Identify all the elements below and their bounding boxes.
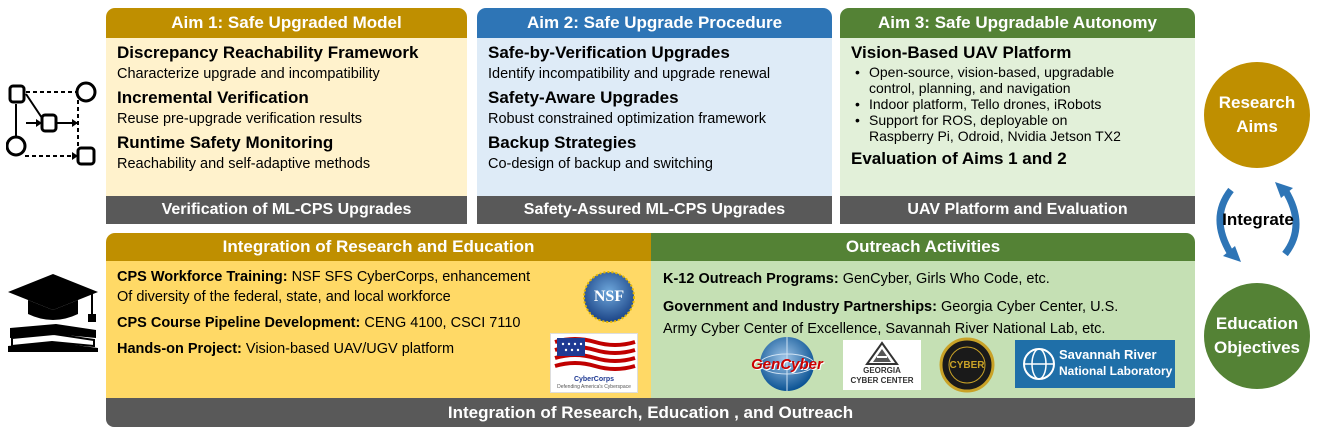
outreach-line-3: Army Cyber Center of Excellence, Savanna… bbox=[663, 321, 1106, 337]
aim-1-header: Aim 1: Safe Upgraded Model bbox=[106, 8, 467, 38]
outreach-header: Outreach Activities bbox=[651, 233, 1195, 261]
aim-1-body: Discrepancy Reachability Framework Chara… bbox=[106, 38, 467, 196]
aim-3-body: Vision-Based UAV Platform Open-source, v… bbox=[840, 38, 1195, 196]
aim-1-item-3-title: Runtime Safety Monitoring bbox=[117, 133, 334, 152]
aim-1-card: Aim 1: Safe Upgraded Model Discrepancy R… bbox=[106, 8, 467, 224]
outreach-line-1: K-12 Outreach Programs: GenCyber, Girls … bbox=[663, 271, 1050, 287]
aim-3-title-2: Evaluation of Aims 1 and 2 bbox=[851, 149, 1067, 168]
research-aims-circle: Research Aims bbox=[1204, 62, 1310, 168]
aim-2-body: Safe-by-Verification Upgrades Identify i… bbox=[477, 38, 832, 196]
georgia-cyber-center-logo: GEORGIA CYBER CENTER bbox=[843, 340, 921, 390]
aim-2-footer: Safety-Assured ML-CPS Upgrades bbox=[477, 196, 832, 224]
army-cyber-logo: CYBER bbox=[938, 337, 996, 393]
aim-1-item-3-desc: Reachability and self-adaptive methods bbox=[117, 156, 371, 172]
aim-2-item-3-desc: Co-design of backup and switching bbox=[488, 156, 713, 172]
aim-2-item-1-title: Safe-by-Verification Upgrades bbox=[488, 43, 730, 62]
army-cyber-text: CYBER bbox=[949, 359, 985, 371]
integration-line-4: Hands-on Project: Vision-based UAV/UGV p… bbox=[117, 341, 455, 357]
aim-2-item-3-title: Backup Strategies bbox=[488, 133, 637, 152]
aim-1-item-1-desc: Characterize upgrade and incompatibility bbox=[117, 66, 380, 82]
aim-3-bullet-3: Support for ROS, deployable on Raspberry… bbox=[851, 112, 1195, 144]
aim-1-item-2-title: Incremental Verification bbox=[117, 88, 309, 107]
aim-2-item-2-title: Safety-Aware Upgrades bbox=[488, 88, 679, 107]
srnl-text-1: Savannah River bbox=[1059, 347, 1157, 362]
graduation-cap-books-icon bbox=[4, 272, 102, 352]
srnl-logo: Savannah River National Laboratory bbox=[1015, 340, 1175, 388]
integration-body: CPS Workforce Training: NSF SFS CyberCor… bbox=[106, 261, 651, 398]
cybercorps-logo: CyberCorps Defending America's Cyberspac… bbox=[550, 333, 638, 393]
aim-2-item-2-desc: Robust constrained optimization framewor… bbox=[488, 111, 767, 127]
aim-3-card: Aim 3: Safe Upgradable Autonomy Vision-B… bbox=[840, 8, 1195, 224]
integrate-cycle-arrows bbox=[1203, 170, 1313, 274]
aim-3-title: Vision-Based UAV Platform bbox=[851, 43, 1072, 62]
integration-header: Integration of Research and Education bbox=[106, 233, 651, 261]
nsf-logo: NSF bbox=[582, 270, 636, 324]
bottom-bar: Integration of Research, Education , and… bbox=[106, 398, 1195, 427]
workflow-diagram-icon bbox=[5, 70, 102, 172]
aim-1-item-1-title: Discrepancy Reachability Framework bbox=[117, 43, 419, 62]
aim-3-header: Aim 3: Safe Upgradable Autonomy bbox=[840, 8, 1195, 38]
aim-3-bullet-1: Open-source, vision-based, upgradable co… bbox=[851, 64, 1195, 96]
integration-line-3: CPS Course Pipeline Development: CENG 41… bbox=[117, 315, 521, 331]
education-objectives-circle: Education Objectives bbox=[1204, 283, 1310, 389]
gencyber-text: GenCyber bbox=[751, 355, 823, 373]
outreach-body: K-12 Outreach Programs: GenCyber, Girls … bbox=[651, 261, 1195, 398]
georgia-cyber-text-1: GEORGIA bbox=[863, 366, 901, 375]
outreach-line-2: Government and Industry Partnerships: Ge… bbox=[663, 299, 1119, 315]
nsf-logo-text: NSF bbox=[593, 288, 625, 305]
aim-2-card: Aim 2: Safe Upgrade Procedure Safe-by-Ve… bbox=[477, 8, 832, 224]
aim-3-footer: UAV Platform and Evaluation bbox=[840, 196, 1195, 224]
aim-1-footer: Verification of ML-CPS Upgrades bbox=[106, 196, 467, 224]
aim-3-bullet-2: Indoor platform, Tello drones, iRobots bbox=[851, 96, 1195, 112]
integration-line-1: CPS Workforce Training: NSF SFS CyberCor… bbox=[117, 269, 531, 285]
aim-2-item-1-desc: Identify incompatibility and upgrade ren… bbox=[488, 66, 771, 82]
integration-line-2: Of diversity of the federal, state, and … bbox=[117, 289, 451, 305]
integrate-label: Integrate bbox=[1222, 210, 1294, 229]
srnl-text-2: National Laboratory bbox=[1059, 364, 1173, 378]
georgia-cyber-text-2: CYBER CENTER bbox=[850, 376, 914, 385]
cybercorps-tagline: Defending America's Cyberspace bbox=[557, 384, 631, 390]
gencyber-logo: GenCyber bbox=[742, 335, 832, 393]
aim-2-header: Aim 2: Safe Upgrade Procedure bbox=[477, 8, 832, 38]
aim-1-item-2-desc: Reuse pre-upgrade verification results bbox=[117, 111, 363, 127]
cybercorps-text: CyberCorps bbox=[573, 376, 615, 383]
